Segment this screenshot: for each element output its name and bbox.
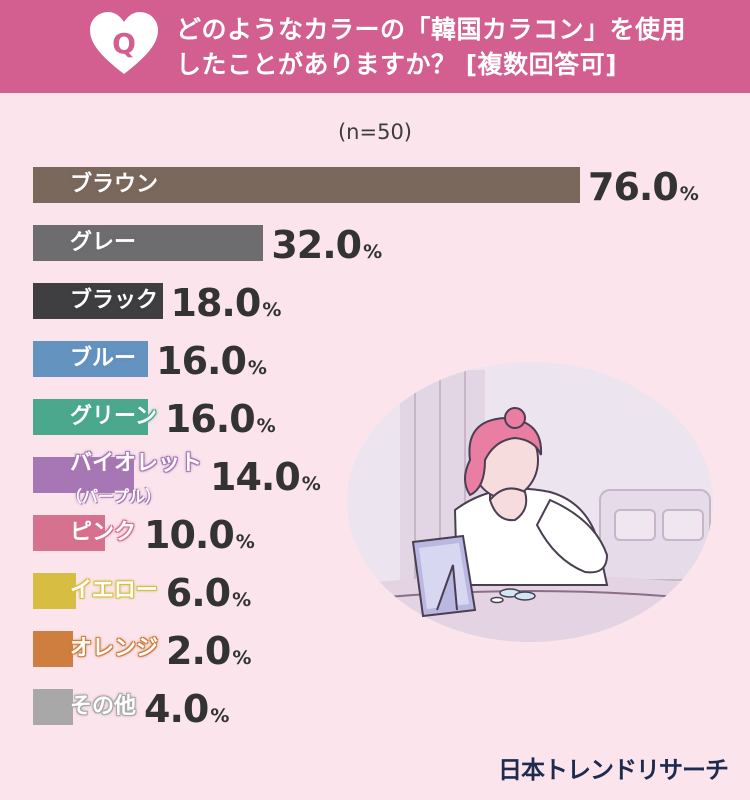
bar — [33, 167, 580, 203]
bar-label: イエロー — [70, 578, 158, 603]
value-unit: % — [262, 299, 282, 321]
value-number: 14.0 — [210, 455, 301, 499]
value-unit: % — [232, 589, 252, 611]
value-number: 76.0 — [588, 165, 679, 209]
value-number: 4.0 — [144, 687, 209, 731]
bar-label: ブラック — [70, 288, 159, 313]
q-badge-text: Q — [112, 27, 136, 60]
bar-label: その他 — [70, 694, 137, 719]
question-text: どのようなカラーの「韓国カラコン」を使用 したことがありますか？ [複数回答可] — [176, 12, 716, 82]
value-number: 16.0 — [156, 339, 247, 383]
sample-size: (n=50) — [337, 120, 412, 144]
value-number: 16.0 — [164, 397, 256, 441]
value-unit: % — [256, 415, 276, 437]
bar — [33, 631, 73, 667]
heart-icon: Q — [90, 12, 158, 74]
bar-value-label: 2.0% — [166, 632, 251, 670]
bar — [33, 515, 105, 551]
bar-value-label: 4.0% — [144, 690, 229, 728]
bar — [33, 399, 149, 435]
bar-value-label: 18.0% — [171, 284, 282, 322]
bar-label: ピンク — [70, 520, 137, 545]
bar-label: ブルー — [70, 346, 137, 371]
value-unit: % — [679, 183, 699, 205]
question-line-2: したことがありますか？ [複数回答可] — [176, 50, 618, 79]
bar-label: オレンジ — [70, 636, 159, 661]
bar-label: グリーン — [70, 404, 157, 429]
value-number: 32.0 — [271, 223, 362, 267]
bar — [33, 225, 264, 261]
bar-label: ブラウン — [70, 172, 159, 197]
bar-sub-label: （パープル） — [66, 487, 162, 506]
bar-value-label: 10.0% — [144, 516, 255, 554]
contact-lens-illustration — [347, 362, 713, 642]
bar-value-label: 32.0% — [271, 226, 382, 264]
bar-label: バイオレット — [70, 451, 203, 476]
value-number: 10.0 — [144, 513, 235, 557]
value-unit: % — [235, 531, 255, 553]
value-number: 18.0 — [170, 281, 262, 325]
bar-value-label: 16.0% — [165, 400, 276, 438]
value-number: 6.0 — [165, 571, 231, 615]
question-line-1: どのようなカラーの「韓国カラコン」を使用 — [176, 15, 687, 44]
bar-label: グレー — [70, 230, 137, 255]
bar-value-label: 16.0% — [156, 342, 267, 380]
value-number: 2.0 — [166, 629, 231, 673]
bar — [33, 689, 73, 725]
value-unit: % — [301, 473, 321, 495]
bar — [33, 573, 77, 609]
value-unit: % — [363, 241, 383, 263]
value-unit: % — [210, 705, 230, 727]
brand-logo: 日本トレンドリサーチ — [498, 756, 729, 784]
value-unit: % — [247, 357, 267, 379]
bar-value-label: 76.0% — [588, 168, 699, 206]
bar — [33, 341, 149, 377]
bar-value-label: 6.0% — [166, 574, 251, 612]
value-unit: % — [232, 647, 252, 669]
header-banner: Q どのようなカラーの「韓国カラコン」を使用 したことがありますか？ [複数回答… — [0, 0, 750, 93]
bar — [33, 283, 163, 319]
bar — [33, 457, 134, 493]
bar-value-label: 14.0% — [210, 458, 321, 496]
